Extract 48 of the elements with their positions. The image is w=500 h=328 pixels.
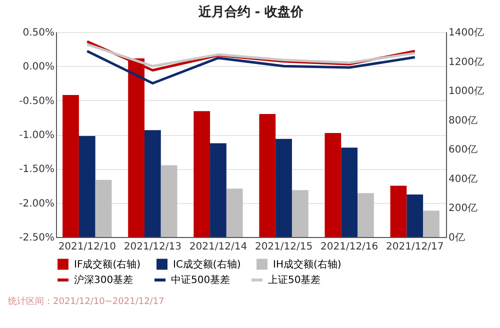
bar <box>292 190 308 237</box>
x-tick-label: 2021/12/13 <box>124 242 182 252</box>
y2-tick-label: 600亿 <box>448 144 478 156</box>
legend-label: 中证500基差 <box>171 274 230 286</box>
y2-tick-label: 800亿 <box>448 115 478 126</box>
y-tick-label: 0.50% <box>22 28 54 38</box>
bar <box>324 133 342 237</box>
bar <box>423 210 440 237</box>
bar <box>194 111 210 237</box>
bar <box>259 114 276 237</box>
bar <box>95 180 112 237</box>
y2-tick-label: 1000亿 <box>448 86 484 98</box>
x-tick-label: 2021/12/15 <box>254 242 313 252</box>
bar <box>62 94 79 237</box>
bar <box>210 143 226 237</box>
y2-tick-label: 0亿 <box>448 232 465 244</box>
bar <box>390 186 407 237</box>
legend-label: IC成交额(右轴) <box>173 258 241 270</box>
legend-label: IF成交额(右轴) <box>74 258 141 270</box>
bar <box>78 136 96 237</box>
y2-tick-label: 200亿 <box>448 203 478 214</box>
y2-tick-label: 400亿 <box>448 174 478 185</box>
y2-tick-label: 1400亿 <box>448 28 484 38</box>
text: 统计区间：2021/12/10~2021/12/17 <box>8 296 164 307</box>
bar <box>358 193 374 237</box>
legend-label: 上证50基差 <box>268 274 321 286</box>
y-tick-label: -1.00% <box>19 130 54 141</box>
y-tick-label: -1.50% <box>19 164 54 176</box>
legend-label: IH成交额(右轴) <box>273 258 342 270</box>
line-series <box>86 43 416 68</box>
x-tick-label: 2021/12/16 <box>320 242 378 252</box>
x-tick-label: 2021/12/10 <box>58 242 116 252</box>
bar <box>144 130 161 237</box>
chart-title: 近月合约 - 收盘价 <box>197 4 305 20</box>
bar <box>406 194 424 237</box>
x-tick-label: 2021/12/14 <box>189 242 248 252</box>
y-tick-label: 0.00% <box>22 62 54 73</box>
x-tick-label: 2021/12/17 <box>386 242 444 252</box>
bar <box>276 138 292 237</box>
bar <box>341 148 358 237</box>
y-tick-label: -0.50% <box>19 96 54 107</box>
line-series <box>86 50 416 84</box>
y2-tick-label: 1200亿 <box>448 56 484 68</box>
bar <box>226 188 243 237</box>
bar <box>160 165 178 237</box>
y-tick-label: -2.00% <box>19 198 54 210</box>
legend-label: 沪深300基差 <box>74 274 134 286</box>
y-tick-label: -2.50% <box>19 232 54 244</box>
